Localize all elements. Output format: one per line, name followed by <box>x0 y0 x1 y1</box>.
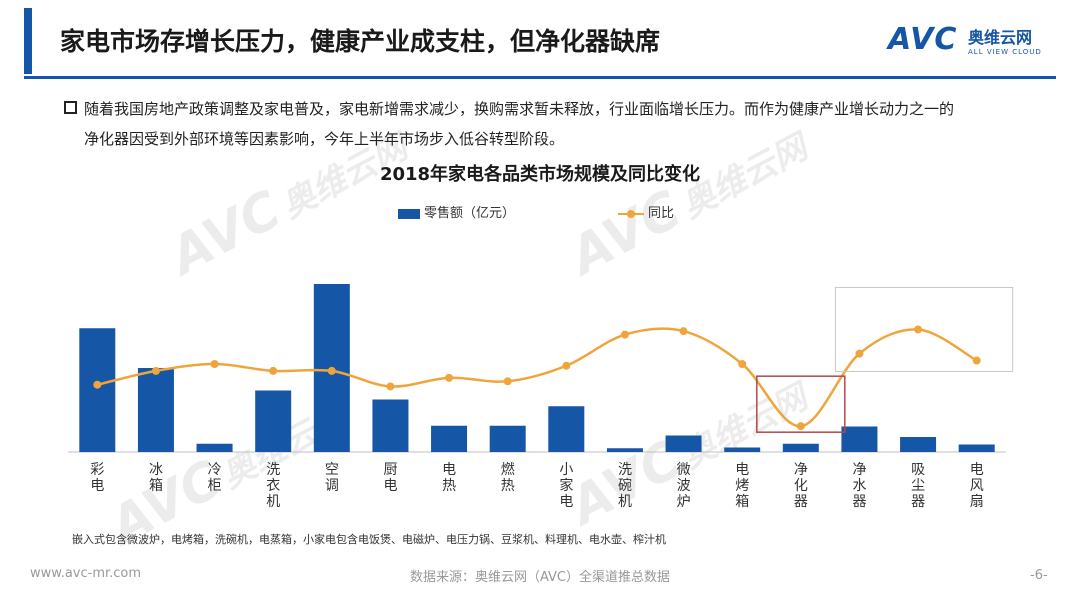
line-point <box>796 422 805 431</box>
legend-line: 同比 <box>618 202 674 222</box>
line-point <box>503 377 512 386</box>
logo-cn-text: 奥维云网 <box>968 28 1033 47</box>
body-paragraph: 随着我国房地产政策调整及家电普及，家电新增需求减少，换购需求暂未释放，行业面临增… <box>84 94 1014 154</box>
footer-source: 数据来源：奥维云网（AVC）全渠道推总数据 <box>409 570 671 585</box>
line-point <box>210 360 219 368</box>
page-title: 家电市场存增长压力，健康产业成支柱，但净化器缺席 <box>60 27 661 56</box>
body-line-2: 净化器因受到外部环境等因素影响，今年上半年市场步入低谷转型阶段。 <box>84 130 565 148</box>
bar <box>958 444 995 452</box>
legend-bar: 零售额（亿元） <box>398 202 515 222</box>
line-point <box>738 360 747 368</box>
legend-bar-label: 零售额（亿元） <box>424 206 516 221</box>
line-point <box>386 382 395 391</box>
bar <box>255 390 292 452</box>
category-label: 电热 <box>442 462 457 494</box>
chart-title: 2018年家电各品类市场规模及同比变化 <box>379 164 701 185</box>
line-point <box>151 366 160 375</box>
line-point <box>327 366 336 375</box>
category-label: 厨电 <box>383 462 398 494</box>
category-label: 彩电 <box>90 462 105 494</box>
logo-mark: AVC <box>888 22 958 57</box>
line-point <box>620 330 629 339</box>
bar <box>782 443 819 452</box>
bar <box>79 328 116 452</box>
legend-line-swatch <box>618 206 644 222</box>
category-label: 空调 <box>324 462 339 494</box>
footer-url: www.avc-mr.com <box>30 566 142 581</box>
bar <box>841 426 878 452</box>
category-label: 净化器 <box>793 462 808 510</box>
category-label: 吸尘器 <box>911 462 926 510</box>
highlight-box-purifier <box>756 375 846 433</box>
header-divider <box>24 76 1056 79</box>
category-label: 冰箱 <box>148 462 163 494</box>
bar <box>548 406 585 452</box>
line-point <box>269 366 278 375</box>
line-point <box>914 325 923 334</box>
bar <box>606 448 643 452</box>
category-label: 洗衣机 <box>266 462 281 510</box>
header-accent-bar <box>24 8 32 74</box>
bar <box>489 425 526 452</box>
line-point <box>93 380 102 389</box>
line-point <box>445 373 454 382</box>
avc-logo: AVC 奥维云网 ALL VIEW CLOUD <box>888 18 1058 66</box>
bar <box>196 443 233 452</box>
highlight-box-right <box>834 286 1014 372</box>
bar <box>665 435 702 452</box>
bar <box>724 447 761 452</box>
category-label: 电烤箱 <box>735 462 750 510</box>
body-line-1: 随着我国房地产政策调整及家电普及，家电新增需求减少，换购需求暂未释放，行业面临增… <box>84 100 955 118</box>
bullet-square-icon <box>64 101 77 114</box>
legend-bar-swatch <box>398 208 420 219</box>
bar <box>137 368 174 452</box>
legend-line-label: 同比 <box>648 206 675 221</box>
footnote: 嵌入式包含微波炉，电烤箱，洗碗机，电蒸箱，小家电包含电饭煲、电磁炉、电压力锅、豆… <box>72 533 666 546</box>
line-point <box>972 356 981 365</box>
line-point <box>679 327 688 336</box>
category-label: 燃热 <box>500 462 515 494</box>
page-number: -6- <box>1030 568 1048 583</box>
bar <box>431 425 468 452</box>
category-label: 冷柜 <box>207 462 222 494</box>
category-label: 小家电 <box>559 462 574 510</box>
line-point <box>562 361 571 370</box>
line-point <box>855 349 864 358</box>
logo-en-text: ALL VIEW CLOUD <box>968 48 1042 56</box>
category-label: 微波炉 <box>676 462 691 510</box>
category-label: 净水器 <box>852 462 867 510</box>
category-label: 电风扇 <box>969 462 984 510</box>
bar <box>372 399 409 452</box>
category-label: 洗碗机 <box>617 462 632 510</box>
bar <box>900 437 937 452</box>
